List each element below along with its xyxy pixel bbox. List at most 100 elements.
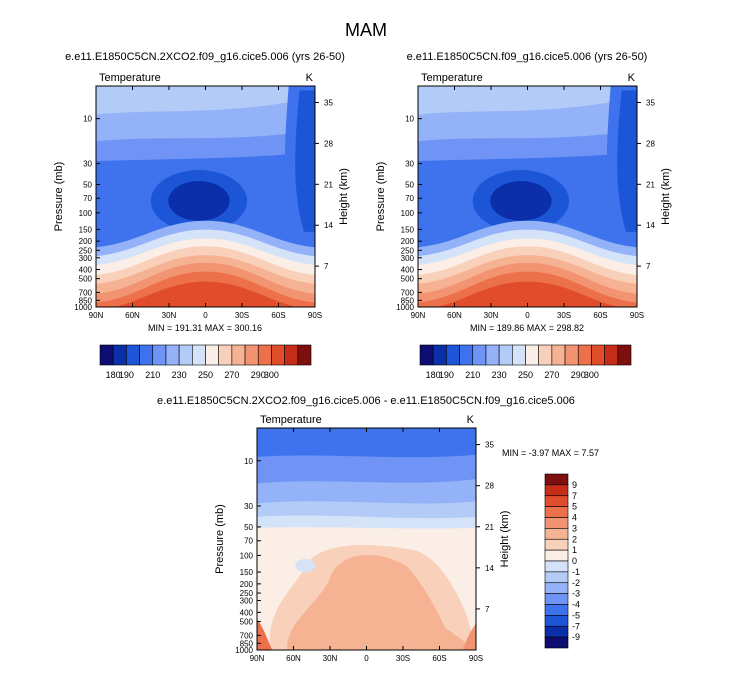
y2-axis-title: Height (km) [338, 168, 350, 225]
colorbar-swatch [472, 344, 487, 366]
p-tick-label: 500 [79, 275, 93, 284]
colorbar-swatch [544, 560, 569, 573]
colorbar-swatch [544, 615, 569, 627]
colorbar-swatch [512, 344, 526, 366]
x-tick-label: 90S [469, 654, 483, 663]
h-tick-label: 28 [646, 139, 655, 148]
cold-pool-core [168, 181, 230, 221]
colorbar-label: -1 [572, 567, 580, 577]
h-tick-label: 7 [485, 605, 490, 614]
colorbar-label: 190 [439, 370, 454, 380]
polar-warming [257, 618, 273, 650]
colorbar-swatch [544, 538, 569, 551]
warm-layer [96, 281, 315, 307]
p-tick-label: 200 [79, 237, 93, 246]
colorbar-label: 270 [544, 370, 559, 380]
colorbar-swatch [178, 344, 193, 366]
p-tick-label: 100 [401, 209, 415, 218]
colorbar-label: 230 [172, 370, 187, 380]
x-tick-label: 60S [271, 311, 285, 320]
p-tick-label: 850 [79, 296, 93, 305]
x-tick-label: 60S [432, 654, 446, 663]
colorbar-label: 3 [572, 523, 577, 533]
colorbar-swatch [165, 344, 180, 366]
h-tick-label: 14 [646, 221, 655, 230]
p-tick-label: 250 [240, 589, 254, 598]
colorbar-label: 300 [264, 370, 279, 380]
colorbar-swatch [544, 625, 569, 638]
p-tick-label: 10 [83, 115, 92, 124]
h-tick-label: 21 [485, 523, 494, 532]
colorbar-label: 1 [572, 545, 577, 555]
colorbar-label: -4 [572, 600, 580, 610]
colorbar-swatch [205, 344, 219, 366]
p-tick-label: 30 [244, 502, 253, 511]
panel-panel-b: Temperature K 90N 60N 30N 0 30S 60S 90S 10 30 50 70 1… [375, 72, 672, 320]
colorbar-swatch [544, 473, 569, 486]
colorbar-swatch [604, 344, 619, 366]
p-tick-label: 400 [240, 608, 254, 617]
y-axis-title: Pressure (mb) [53, 162, 65, 232]
p-tick-label: 700 [79, 288, 93, 297]
panel-title: e.e11.E1850C5CN.2XCO2.f09_g16.cice5.006 … [65, 51, 345, 63]
contour-fill [96, 86, 315, 307]
colorbar-label: 300 [584, 370, 599, 380]
colorbar-swatch [244, 344, 259, 366]
x-tick-label: 90N [250, 654, 265, 663]
colorbar-label: -5 [572, 610, 580, 620]
colorbar-swatch [591, 344, 605, 366]
p-tick-label: 70 [244, 537, 253, 546]
x-tick-label: 90N [89, 311, 104, 320]
colorbar-swatch [544, 484, 569, 497]
x-tick-label: 30S [557, 311, 571, 320]
colorbar-label: 0 [572, 556, 577, 566]
colorbar-swatch [544, 636, 569, 649]
p-tick-label: 400 [79, 266, 93, 275]
colorbar-label: 7 [572, 491, 577, 501]
units-label: K [467, 414, 475, 426]
x-tick-label: 60N [125, 311, 140, 320]
h-tick-label: 21 [646, 180, 655, 189]
p-tick-label: 10 [244, 457, 253, 466]
colorbar-label: 290 [571, 370, 586, 380]
colorbar-swatch [432, 344, 447, 366]
colorbar-swatch [544, 528, 569, 540]
colorbar-swatch [538, 344, 553, 366]
colorbar-swatch [544, 571, 569, 584]
colorbar-swatch [544, 495, 569, 507]
p-tick-label: 700 [401, 288, 415, 297]
p-tick-label: 50 [405, 180, 414, 189]
colorbar-label: -7 [572, 621, 580, 631]
y-axis-title: Pressure (mb) [375, 162, 387, 232]
colorbar-swatch [577, 344, 592, 366]
colorbar-swatch [544, 604, 569, 616]
colorbar-swatch [271, 344, 285, 366]
p-tick-label: 100 [79, 209, 93, 218]
p-tick-label: 50 [83, 180, 92, 189]
h-tick-label: 35 [324, 99, 333, 108]
colorbar-swatch [544, 593, 569, 605]
p-tick-label: 150 [401, 225, 415, 234]
p-tick-label: 250 [401, 246, 415, 255]
colorbar-swatch [551, 344, 566, 366]
x-tick-label: 30S [235, 311, 249, 320]
p-tick-label: 1000 [396, 303, 414, 312]
p-tick-label: 500 [240, 618, 254, 627]
colorbar-label: 2 [572, 534, 577, 544]
stats-label: MIN = 191.31 MAX = 300.16 [148, 323, 262, 333]
colorbar-label: 180 [426, 370, 441, 380]
p-tick-label: 250 [79, 246, 93, 255]
contour-fill [418, 86, 637, 307]
p-tick-label: 1000 [74, 303, 92, 312]
p-tick-label: 700 [240, 631, 254, 640]
colorbar-label: 250 [518, 370, 533, 380]
x-tick-label: 0 [364, 654, 369, 663]
p-tick-label: 70 [83, 194, 92, 203]
p-tick-label: 850 [401, 296, 415, 305]
field-label: Temperature [421, 72, 483, 84]
field-label: Temperature [99, 72, 161, 84]
x-tick-label: 30N [323, 654, 338, 663]
x-tick-label: 90S [630, 311, 644, 320]
